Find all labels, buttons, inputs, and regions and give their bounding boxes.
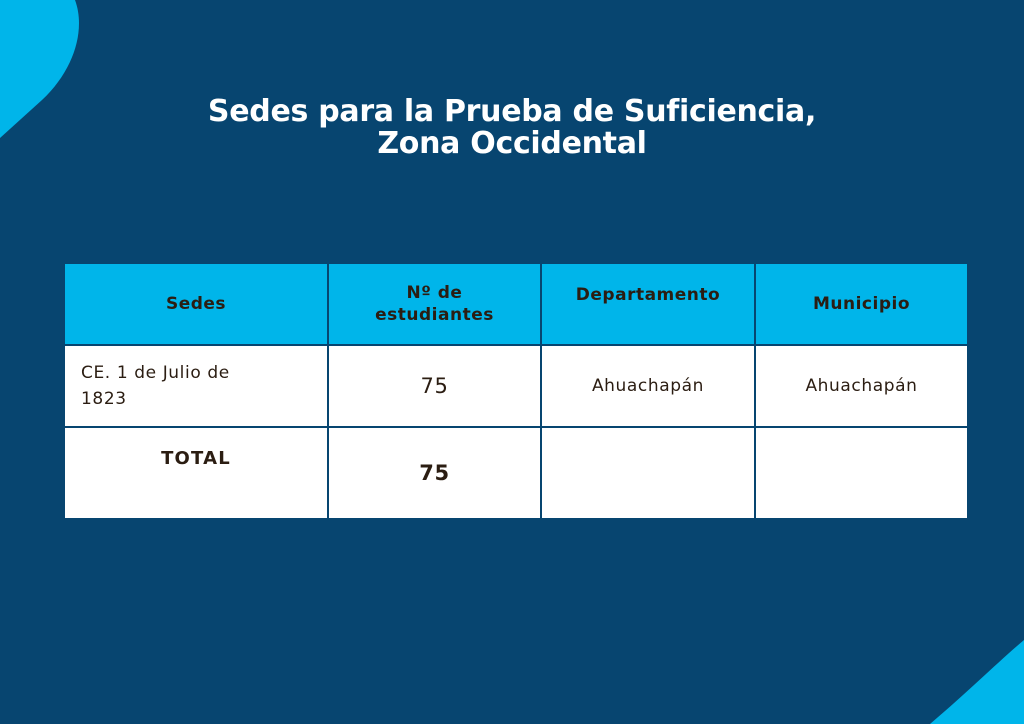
header-estudiantes: Nº de estudiantes (327, 262, 542, 346)
page-title-line-2: Zona Occidental (377, 126, 647, 162)
cell-estudiantes: 75 (327, 344, 542, 428)
top-left-accent-shape (0, 0, 79, 138)
cell-sede: CE. 1 de Julio de 1823 (63, 344, 329, 428)
table-row: CE. 1 de Julio de 1823 75 Ahuachapán Ahu… (63, 344, 969, 428)
header-sedes: Sedes (63, 262, 329, 346)
cell-departamento: Ahuachapán (540, 344, 756, 428)
header-municipio: Municipio (754, 262, 969, 346)
total-municipio (754, 426, 969, 520)
header-departamento: Departamento (540, 262, 756, 346)
bottom-right-accent-shape (930, 640, 1024, 724)
cell-sede-text: CE. 1 de Julio de 1823 (81, 363, 230, 409)
total-label: TOTAL (63, 426, 329, 520)
total-departamento (540, 426, 756, 520)
table-total-row: TOTAL 75 (63, 426, 969, 520)
table-header-row: Sedes Nº de estudiantes Departamento Mun… (63, 262, 969, 346)
sedes-table: Sedes Nº de estudiantes Departamento Mun… (63, 262, 969, 520)
page-title-line-1: Sedes para la Prueba de Suficiencia, (207, 94, 817, 130)
total-estudiantes: 75 (327, 426, 542, 520)
page-title: Sedes para la Prueba de Suficiencia, Zon… (0, 96, 1024, 160)
cell-municipio: Ahuachapán (754, 344, 969, 428)
